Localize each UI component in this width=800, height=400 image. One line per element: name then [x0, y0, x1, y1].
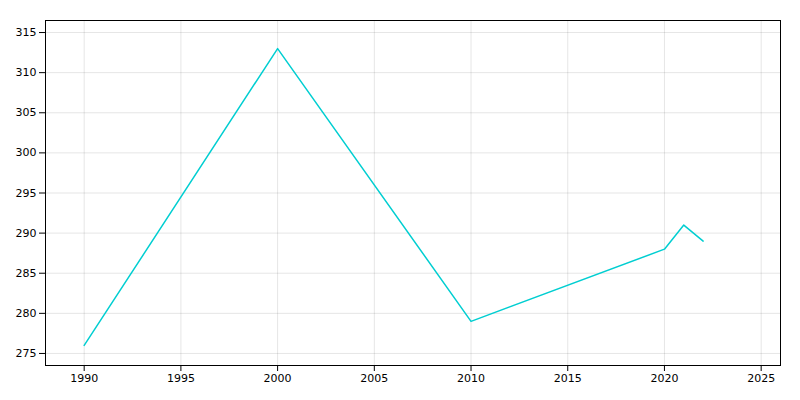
svg-text:315: 315: [16, 26, 37, 39]
svg-text:2020: 2020: [650, 372, 678, 385]
svg-text:295: 295: [16, 187, 37, 200]
svg-text:2005: 2005: [360, 372, 388, 385]
svg-text:2000: 2000: [264, 372, 292, 385]
svg-text:1990: 1990: [70, 372, 98, 385]
svg-text:2015: 2015: [554, 372, 582, 385]
svg-text:275: 275: [16, 347, 37, 360]
svg-text:2010: 2010: [457, 372, 485, 385]
svg-text:1995: 1995: [167, 372, 195, 385]
svg-text:290: 290: [16, 227, 37, 240]
svg-text:300: 300: [16, 146, 37, 159]
svg-text:310: 310: [16, 66, 37, 79]
svg-text:2025: 2025: [747, 372, 775, 385]
svg-text:285: 285: [16, 267, 37, 280]
svg-text:305: 305: [16, 106, 37, 119]
svg-text:280: 280: [16, 307, 37, 320]
